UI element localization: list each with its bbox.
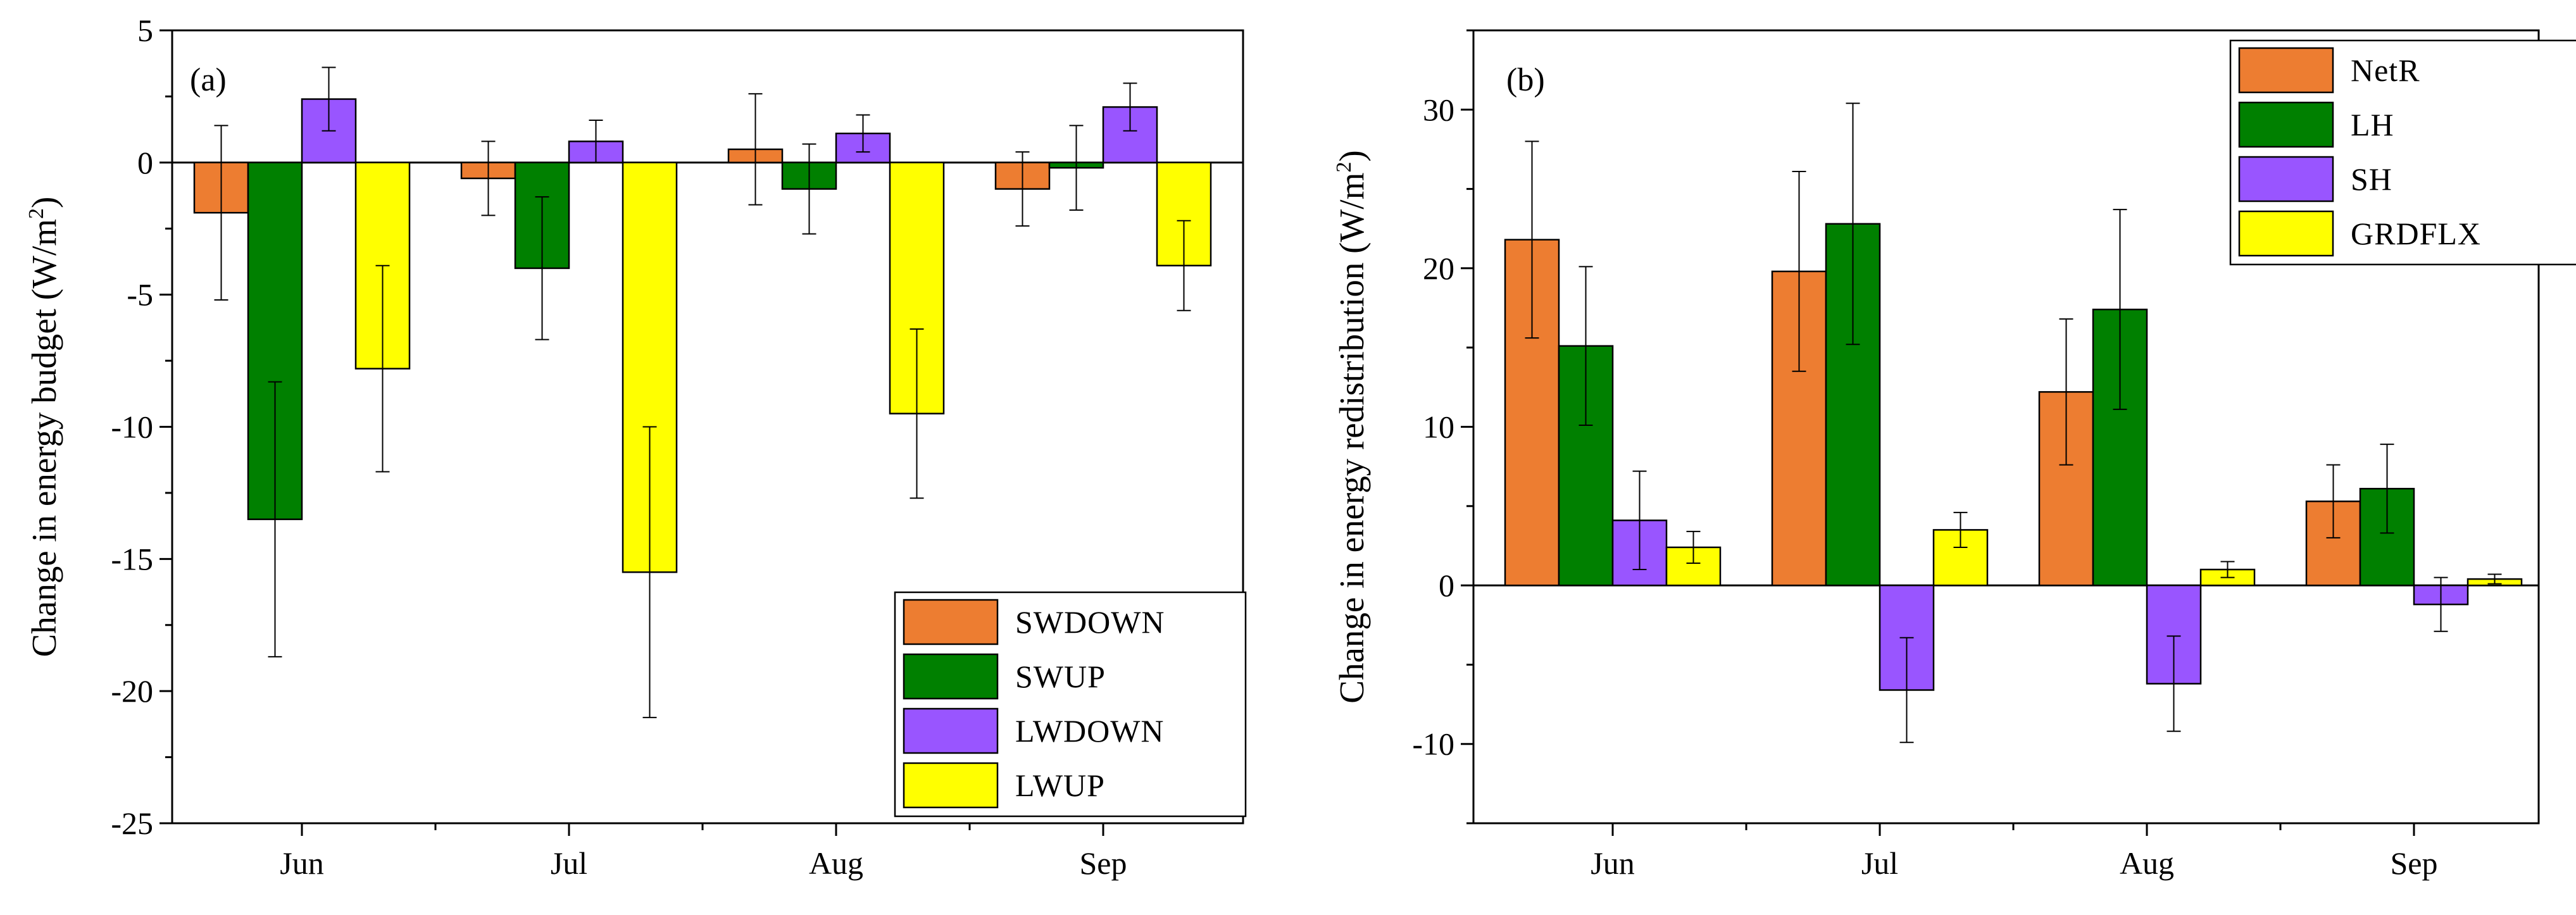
panel-label: (b) [1506,62,1545,98]
legend: SWDOWN SWUP LWDOWN LWUP [894,591,1247,818]
legend-label-lh: LH [2351,107,2394,142]
legend-swatch-sh [2238,156,2334,202]
y-tick-label: 20 [1423,251,1454,286]
legend-label-swdown: SWDOWN [1015,604,1165,640]
panel-b: 30 20 10 0 -10 Change in energy redistributio… [1332,29,2576,881]
y-tick-label: -20 [111,673,153,709]
y-tick-label: -15 [111,541,153,576]
legend: NetR LH SH GRDFLX [2229,39,2576,266]
y-tick-label: 30 [1423,92,1454,127]
panel-label: (a) [190,62,227,98]
legend-swatch-netr [2238,47,2334,94]
y-tick-label: -10 [1412,726,1454,762]
legend-swatch-swdown [903,599,999,645]
y-axis-title-end: ) [25,197,63,208]
y-tick-label: 0 [1439,568,1454,603]
x-tick-label-jun: Jun [1591,845,1634,881]
y-axis-title-superscript: 2 [1332,162,1356,173]
legend-swatch-lwup [903,762,999,809]
x-tick-label-aug: Aug [2120,845,2174,881]
y-tick-label: 10 [1423,409,1454,445]
x-tick-label-sep: Sep [1080,845,1127,881]
y-tick-label: -5 [127,277,153,313]
legend-swatch-lh [2238,101,2334,148]
y-axis-title-main: Change in energy redistribution (W/m [1332,173,1371,704]
legend-swatch-lwdown [903,707,999,754]
legend-label-lwdown: LWDOWN [1015,713,1165,749]
x-tick-label-jul: Jul [1861,845,1898,881]
legend-swatch-grdflx [2238,210,2334,257]
legend-swatch-swup [903,653,999,700]
panel-a: 5 0 -5 -10 -15 -20 -25 Change in energy budget … [25,13,1247,881]
x-tick-label-jul: Jul [551,845,587,881]
y-axis-title: Change in energy budget (W/m2) [25,197,63,657]
y-tick-label: -25 [111,806,153,841]
y-tick-label: -10 [111,409,153,445]
legend-label-netr: NetR [2351,53,2420,88]
legend-label-lwup: LWUP [1015,768,1105,803]
legend-label-grdflx: GRDFLX [2351,216,2481,251]
x-tick-label-jun: Jun [280,845,323,881]
legend-label-swup: SWUP [1015,659,1106,694]
x-tick-label-sep: Sep [2391,845,2438,881]
y-axis-title-end: ) [1332,150,1371,161]
x-tick-label-aug: Aug [809,845,863,881]
y-axis-title: Change in energy redistribution (W/m2) [1332,150,1371,703]
y-axis-title-superscript: 2 [25,208,48,219]
y-tick-label: 5 [137,13,153,48]
y-tick-label: 0 [137,145,153,180]
y-axis-title-main: Change in energy budget (W/m [25,219,63,657]
legend-label-sh: SH [2351,161,2392,197]
